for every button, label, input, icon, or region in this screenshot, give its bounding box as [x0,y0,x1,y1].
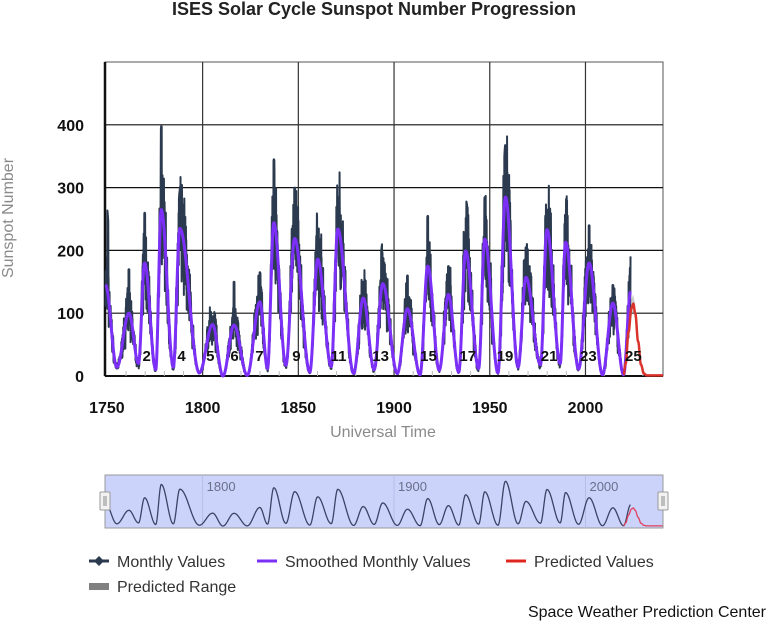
y-tick-label: 400 [57,118,84,135]
cycle-label: 19 [497,348,514,365]
x-tick-label: 2000 [568,400,604,417]
navigator-right-handle[interactable] [657,491,669,511]
y-tick-label: 300 [57,181,84,198]
legend-label: Smoothed Monthly Values [285,554,471,571]
cycle-label: 9 [292,348,300,365]
y-axis-ticks: 0 100 200 300 400 [57,118,84,386]
legend-item[interactable]: Predicted Values [506,554,654,571]
x-axis-title: Universal Time [330,424,436,441]
navigator-series [105,480,631,527]
cycle-label: 17 [459,348,476,365]
y-tick-label: 200 [57,243,84,260]
cycle-label: 4 [177,348,186,365]
legend-item[interactable]: Predicted Range [89,579,236,596]
x-tick-label: 1800 [185,400,221,417]
cycle-label: 5 [206,348,214,365]
x-tick-label: 1750 [89,400,125,417]
y-tick-label: 100 [57,306,84,323]
navigator-selection[interactable] [104,474,664,529]
navigator-predicted-series [623,507,663,527]
legend-diamond-icon [94,556,104,566]
legend-item[interactable]: Monthly Values [89,554,225,571]
legend-bar-icon [89,583,109,590]
x-axis-ticks: 1750 1800 1850 1900 1950 2000 [89,400,603,417]
credit-text: Space Weather Prediction Center [528,604,767,621]
cycle-label: 21 [541,348,558,365]
cycle-label: 2 [143,348,151,365]
legend-label: Predicted Range [117,579,236,596]
x-tick-label: 1950 [472,400,508,417]
predicted-values-line[interactable] [622,302,663,377]
plot-border [104,61,664,377]
cycle-label: 13 [372,348,389,365]
cycle-labels: 2 4 5 6 7 9 11 13 15 17 19 21 23 25 [143,348,642,365]
y-axis-title: Sunspot Number [0,157,17,278]
cycle-label: 25 [625,348,642,365]
plot-area[interactable] [104,125,663,378]
gridlines [103,61,664,377]
cycle-label: 23 [580,348,597,365]
navigator-label: 1800 [207,479,236,494]
legend: Monthly Values Smoothed Monthly Values Pre… [89,554,654,596]
navigator-left-handle[interactable] [99,491,111,511]
legend-item[interactable]: Smoothed Monthly Values [257,554,471,571]
cycle-label: 15 [420,348,437,365]
navigator-label: 1900 [398,479,427,494]
navigator-label: 2000 [589,479,618,494]
range-navigator[interactable]: 1800 1900 2000 [99,474,669,529]
y-tick-label: 0 [75,369,84,386]
cycle-label: 11 [331,348,347,365]
legend-label: Predicted Values [534,554,654,571]
x-tick-label: 1850 [281,400,317,417]
cycle-label: 6 [230,348,238,365]
legend-label: Monthly Values [117,554,225,571]
smoothed-values-line[interactable] [104,195,632,378]
cycle-label: 7 [255,348,263,365]
chart-title: ISES Solar Cycle Sunspot Number Progress… [172,0,576,19]
x-tick-label: 1900 [376,400,412,417]
